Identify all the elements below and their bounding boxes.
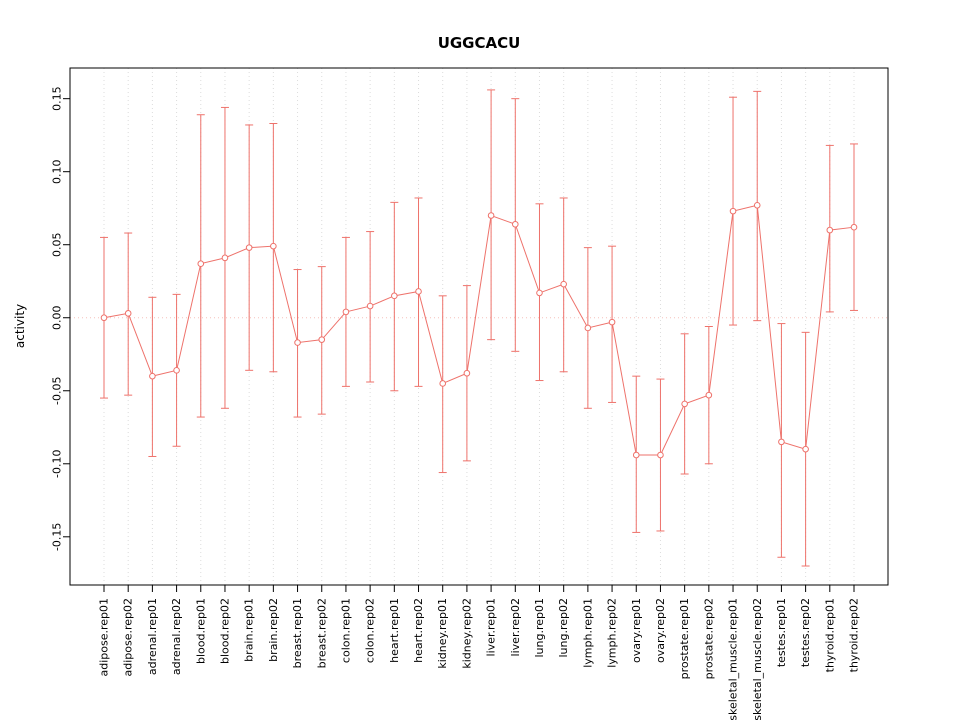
x-tick-label: lung.rep02 [557, 598, 570, 658]
y-tick-label: 0.00 [51, 305, 64, 330]
data-point [245, 244, 253, 251]
x-tick-label: kidney.rep02 [460, 598, 473, 669]
x-tick-label: blood.rep02 [218, 598, 231, 664]
plot-area: -0.15 -0.10 -0.05 0.00 0.05 0.10 0.15 adipose.r… [51, 67, 889, 721]
x-tick-label: lymph.rep01 [581, 598, 594, 668]
data-point [802, 445, 809, 453]
data-point [100, 314, 108, 322]
x-tick-label: ovary.rep02 [654, 598, 667, 663]
data-point [149, 372, 156, 380]
x-tick-label: kidney.rep01 [436, 598, 449, 669]
x-tick-label: prostate.rep01 [678, 598, 691, 679]
x-tick-label: testes.rep02 [799, 598, 812, 667]
x-tick-label: blood.rep01 [194, 598, 207, 664]
x-tick-label: thyroid.rep01 [823, 598, 836, 672]
y-tick-label: 0.05 [51, 232, 64, 257]
data-point [511, 220, 519, 228]
data-point [197, 260, 205, 268]
data-point [221, 254, 229, 262]
chart-title: UGGCACU [438, 34, 521, 52]
data-point [729, 207, 737, 215]
x-tick-label: brain.rep02 [267, 598, 280, 662]
y-tick-label: -0.15 [51, 523, 64, 551]
x-tick-label: adrenal.rep02 [170, 598, 183, 675]
x-tick-label: heart.rep01 [388, 598, 401, 663]
x-tick-label: breast.rep01 [291, 598, 304, 668]
x-tick-label: colon.rep01 [339, 598, 352, 663]
x-tick-label: liver.rep01 [485, 598, 498, 656]
data-point [536, 289, 543, 297]
x-tick-label: liver.rep02 [509, 598, 522, 656]
data-point [463, 369, 471, 377]
data-point [778, 438, 785, 446]
data-point [657, 451, 664, 459]
data-point [391, 292, 398, 300]
y-tick-label: 0.10 [51, 159, 64, 184]
x-tick-label: adipose.rep02 [122, 598, 135, 677]
y-tick-label: -0.10 [51, 450, 64, 478]
x-tick-label: testes.rep01 [775, 598, 788, 667]
data-point [415, 288, 422, 295]
data-point [632, 451, 640, 459]
data-point [681, 400, 688, 408]
plot-border [69, 67, 889, 586]
x-tick-label: adipose.rep01 [98, 598, 111, 677]
data-point [584, 324, 592, 332]
data-point [124, 310, 132, 317]
series-line [103, 204, 855, 456]
data-point [608, 318, 616, 326]
x-tick-label: skeletal_muscle.rep01 [727, 598, 740, 720]
y-tick-label: 0.15 [51, 86, 64, 111]
data-point [173, 367, 180, 374]
data-point [270, 242, 277, 250]
data-point [366, 302, 374, 310]
data-point [439, 380, 447, 387]
x-tick-label: colon.rep02 [364, 598, 377, 663]
x-tick-label: heart.rep02 [412, 598, 425, 663]
data-point [560, 280, 567, 288]
data-point [318, 336, 326, 343]
data-point [705, 391, 713, 399]
x-tick-label: breast.rep02 [315, 598, 328, 668]
data-point [342, 308, 350, 316]
data-point [487, 212, 495, 219]
x-tick-label: thyroid.rep02 [848, 598, 861, 672]
x-tick-label: skeletal_muscle.rep02 [751, 598, 764, 720]
y-axis-label: activity [13, 304, 27, 348]
x-tick-label: brain.rep01 [243, 598, 256, 662]
data-point [850, 223, 858, 231]
x-tick-label: adrenal.rep01 [146, 598, 159, 675]
y-tick-label: -0.05 [51, 377, 64, 405]
x-tick-label: prostate.rep02 [702, 598, 715, 679]
x-tick-label: lung.rep01 [533, 598, 546, 658]
data-point [753, 201, 761, 209]
x-tick-label: ovary.rep01 [630, 598, 643, 663]
data-point [294, 339, 301, 346]
x-tick-label: lymph.rep02 [606, 598, 619, 668]
data-point [826, 226, 834, 234]
